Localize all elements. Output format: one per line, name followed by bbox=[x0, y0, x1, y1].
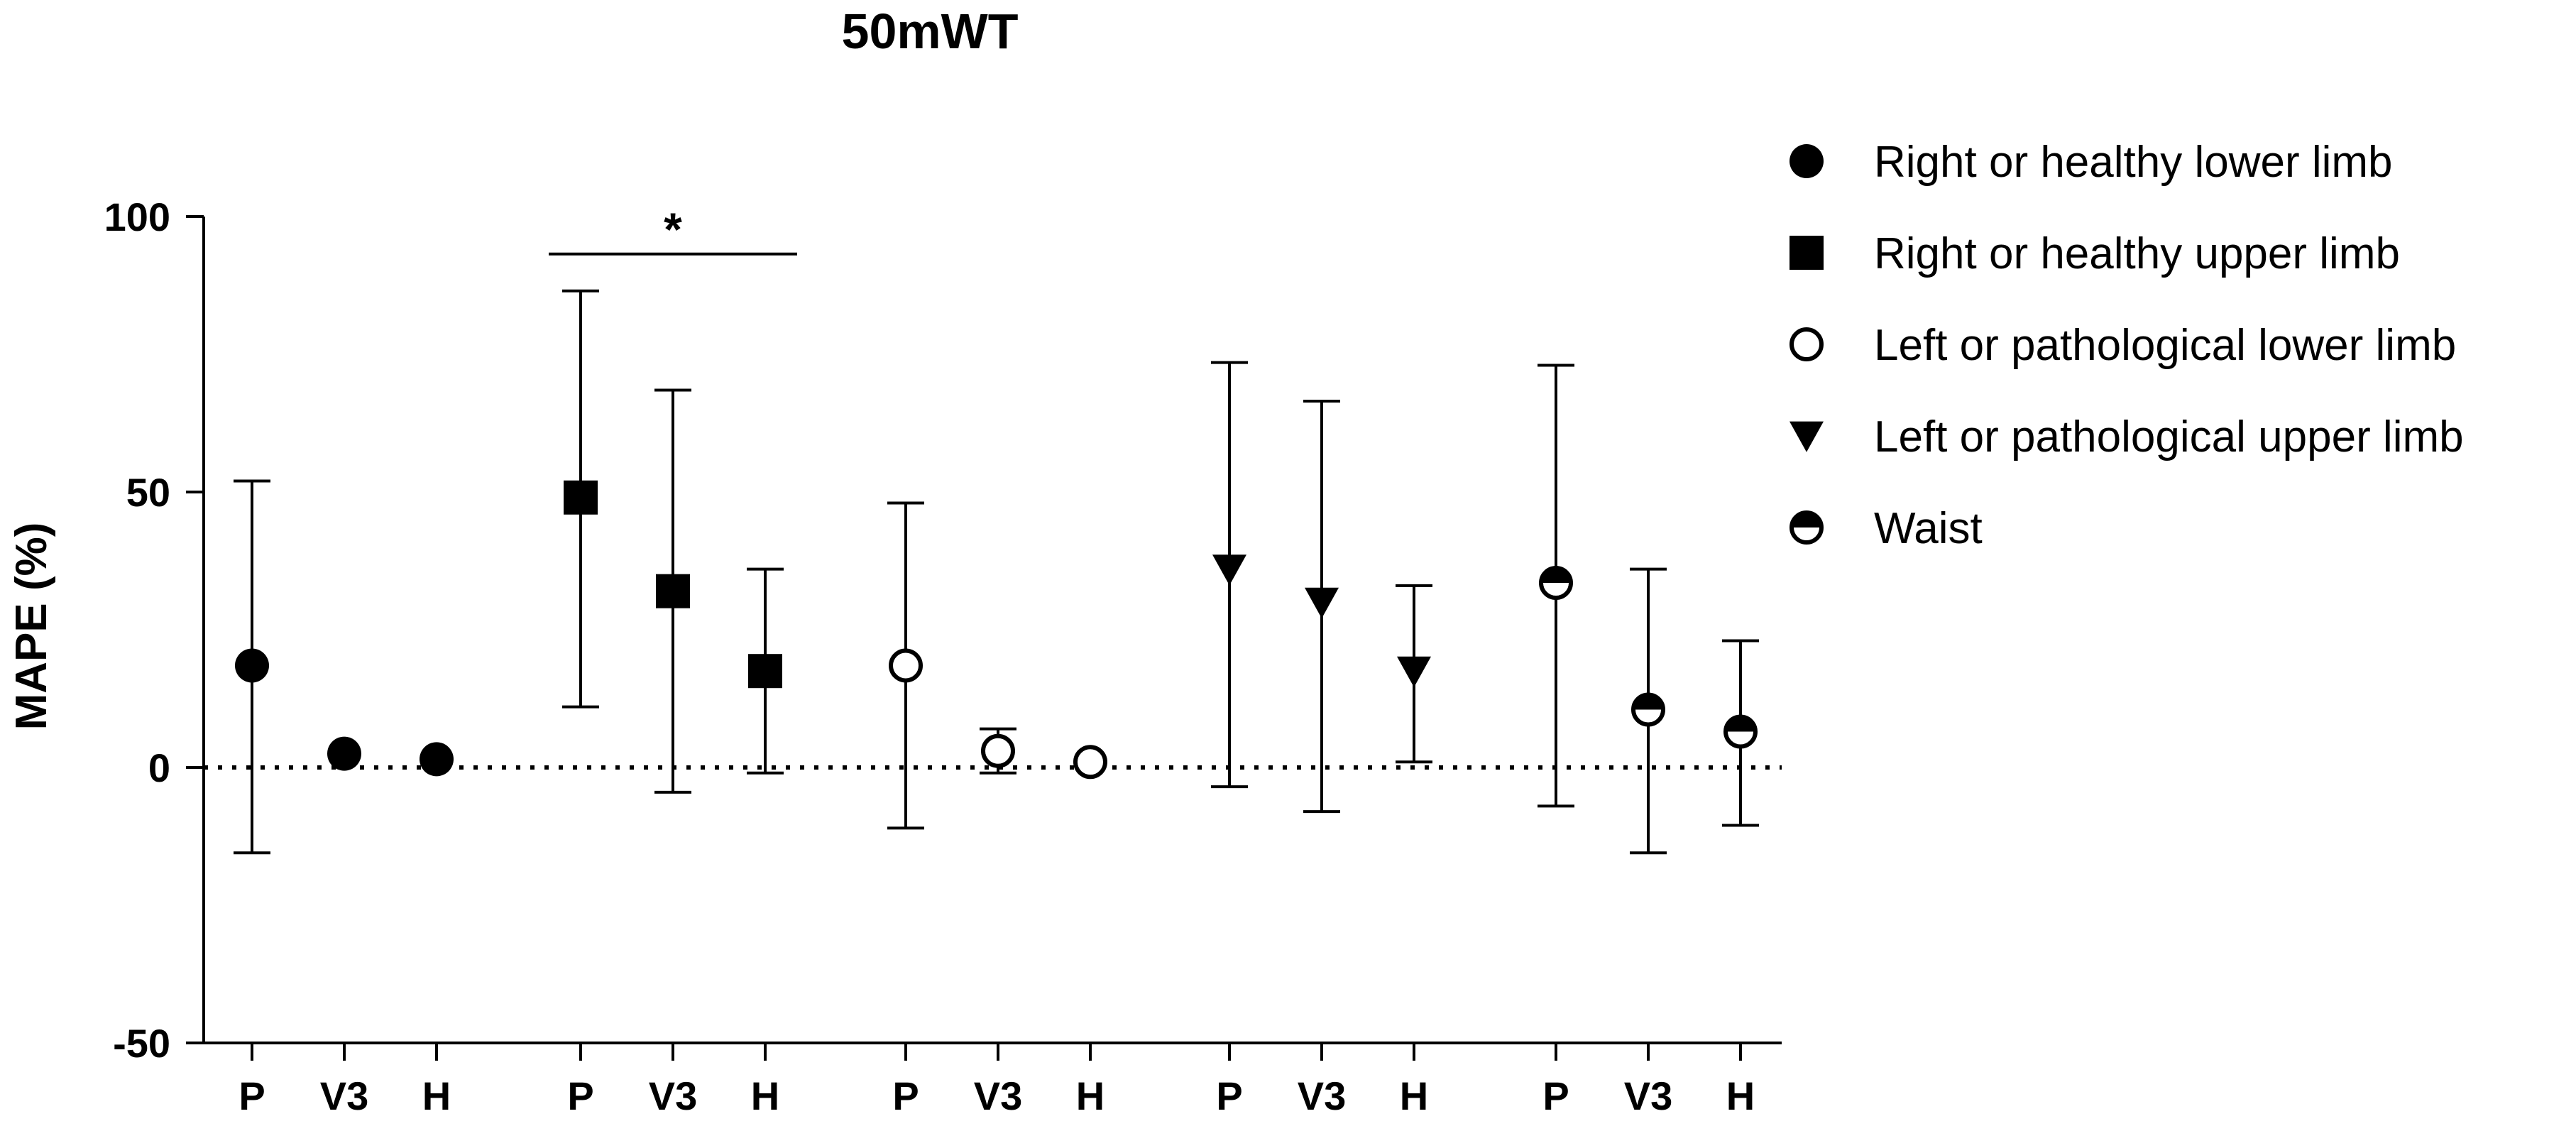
y-axis-label: MAPE (%) bbox=[7, 523, 56, 731]
x-tick-label: V3 bbox=[320, 1073, 369, 1118]
x-tick-label: H bbox=[1400, 1073, 1428, 1118]
legend-label: Right or healthy lower limb bbox=[1874, 138, 2393, 187]
data-point bbox=[1305, 587, 1339, 618]
x-tick-label: H bbox=[422, 1073, 451, 1118]
x-tick-label: P bbox=[1216, 1073, 1242, 1118]
x-tick-label: P bbox=[1542, 1073, 1569, 1118]
legend-marker bbox=[1790, 144, 1824, 178]
data-point bbox=[981, 733, 1015, 768]
data-point bbox=[1631, 692, 1665, 727]
x-tick-label: V3 bbox=[649, 1073, 698, 1118]
data-point bbox=[1073, 745, 1107, 780]
x-tick-label: P bbox=[239, 1073, 265, 1118]
data-point bbox=[889, 648, 923, 683]
x-tick-label: V3 bbox=[1624, 1073, 1673, 1118]
x-tick-label: P bbox=[892, 1073, 919, 1118]
data-point bbox=[1212, 554, 1246, 586]
x-tick-label: V3 bbox=[1298, 1073, 1347, 1118]
data-point bbox=[327, 736, 361, 771]
x-tick-label: P bbox=[567, 1073, 593, 1118]
data-point bbox=[420, 742, 454, 777]
significance-marker: * bbox=[664, 203, 682, 256]
x-tick-label: V3 bbox=[974, 1073, 1023, 1118]
legend-label: Left or pathological lower limb bbox=[1874, 321, 2456, 370]
legend-marker bbox=[1790, 421, 1824, 452]
legend-marker bbox=[1790, 327, 1824, 361]
legend-label: Right or healthy upper limb bbox=[1874, 229, 2400, 278]
y-tick-label: 50 bbox=[126, 470, 170, 515]
data-point bbox=[235, 648, 269, 683]
legend-label: Waist bbox=[1874, 504, 1983, 553]
data-point bbox=[1397, 656, 1431, 687]
y-tick-label: 0 bbox=[148, 745, 170, 790]
x-tick-label: H bbox=[1076, 1073, 1105, 1118]
data-point bbox=[748, 654, 782, 689]
x-tick-label: H bbox=[751, 1073, 779, 1118]
data-point bbox=[1539, 566, 1573, 601]
data-point bbox=[1723, 714, 1758, 749]
legend-marker bbox=[1790, 510, 1824, 545]
legend-marker bbox=[1790, 236, 1824, 270]
y-tick-label: 100 bbox=[104, 195, 170, 239]
legend: Right or healthy lower limb Right or heal… bbox=[1790, 138, 2464, 553]
data-point bbox=[564, 480, 598, 515]
y-tick-label: -50 bbox=[113, 1021, 170, 1066]
chart-title: 50mWT bbox=[842, 4, 1019, 59]
data-point bbox=[656, 574, 690, 608]
legend-label: Left or pathological upper limb bbox=[1874, 412, 2464, 461]
x-tick-label: H bbox=[1726, 1073, 1755, 1118]
